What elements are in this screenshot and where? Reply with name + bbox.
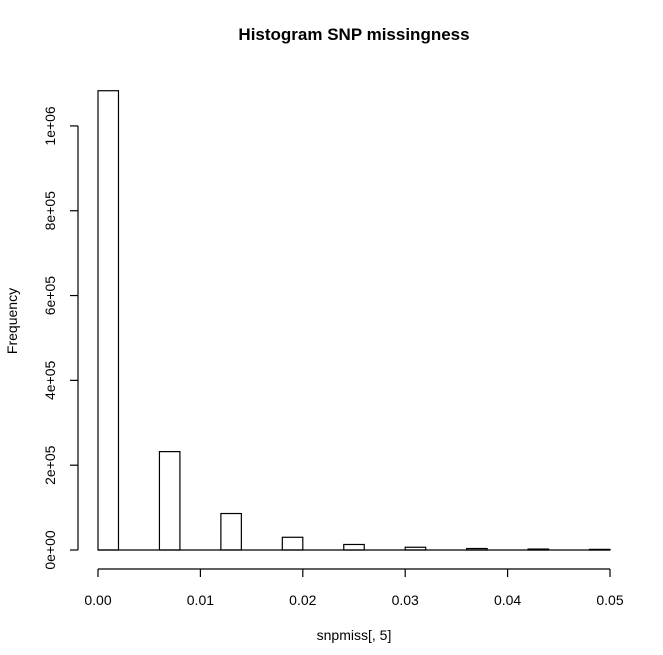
y-axis-label: Frequency <box>4 288 20 354</box>
histogram-bar <box>158 451 181 551</box>
y-tick-label: 8e+05 <box>42 191 58 231</box>
x-tick-label: 0.02 <box>289 592 316 608</box>
histogram-bar <box>281 536 304 551</box>
y-tick-label: 2e+05 <box>42 445 58 485</box>
y-tick-label: 4e+05 <box>42 361 58 401</box>
histogram-bar <box>220 512 242 551</box>
x-tick-label: 0.04 <box>494 592 521 608</box>
chart-title: Histogram SNP missingness <box>238 25 469 44</box>
y-tick-label: 6e+05 <box>42 276 58 316</box>
histogram-bar <box>97 90 120 551</box>
y-axis: 0e+00 2e+05 4e+05 6e+05 8e+05 1e+06 <box>42 106 79 570</box>
histogram-bar <box>343 543 365 551</box>
x-tick-label: 0.03 <box>392 592 419 608</box>
x-tick-label: 0.00 <box>84 592 111 608</box>
x-tick-label: 0.05 <box>596 592 623 608</box>
x-axis-label: snpmiss[, 5] <box>317 627 392 643</box>
bars-group <box>97 90 611 551</box>
x-axis: 0.00 0.01 0.02 0.03 0.04 0.05 <box>84 568 624 608</box>
y-tick-label: 0e+00 <box>42 530 58 570</box>
y-tick-label: 1e+06 <box>42 106 58 146</box>
x-tick-label: 0.01 <box>187 592 214 608</box>
